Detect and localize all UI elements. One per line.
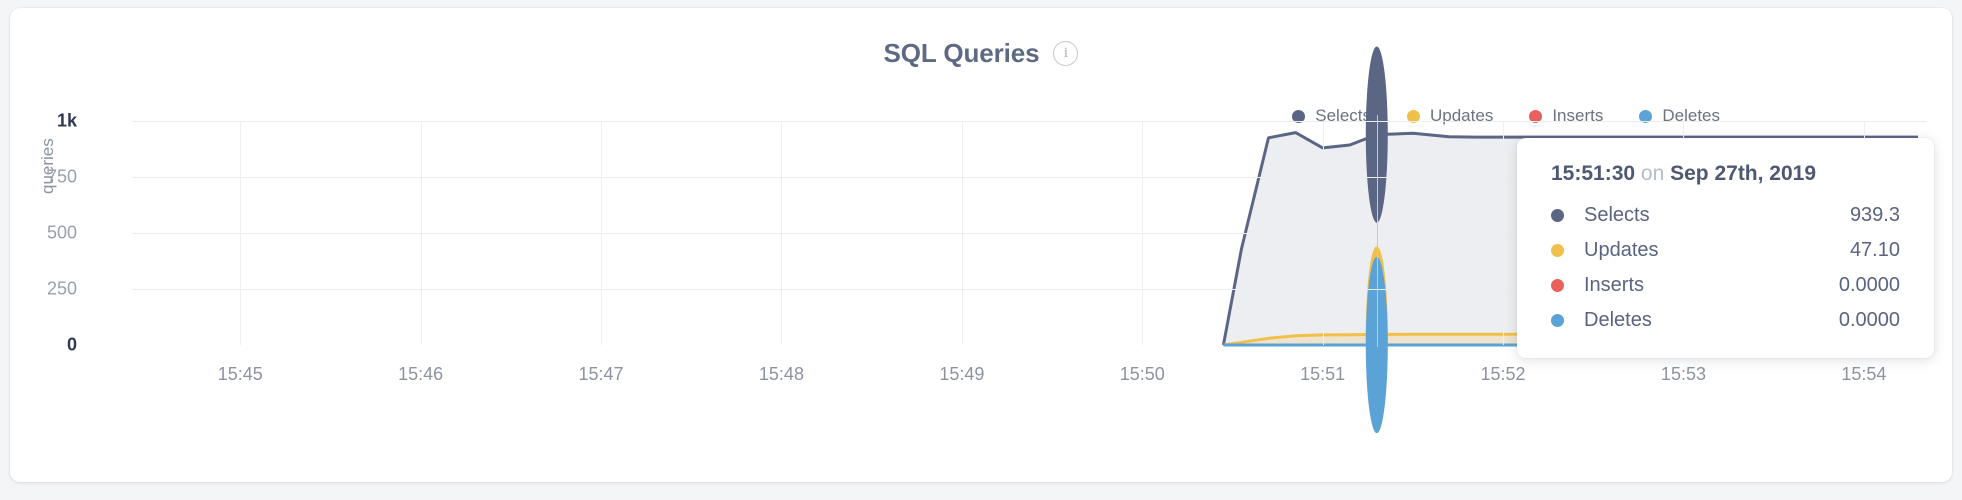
- page-title: SQL Queries: [883, 38, 1040, 68]
- legend-item-inserts[interactable]: Inserts: [1529, 106, 1603, 126]
- tooltip-row: Updates 47.10: [1551, 239, 1900, 262]
- tooltip-series-name: Updates: [1584, 239, 1659, 261]
- tooltip-series-name: Inserts: [1584, 274, 1645, 296]
- vertical-gridline: [1322, 121, 1324, 345]
- x-axis-tick-label: 15:48: [758, 364, 804, 384]
- x-axis-tick-label: 15:49: [939, 364, 985, 384]
- y-axis-tick-label: 0: [66, 334, 77, 355]
- tooltip-on-word: on: [1640, 162, 1665, 185]
- x-axis-tick-label: 15:54: [1841, 364, 1887, 384]
- hover-crosshair-line: [1376, 115, 1378, 347]
- tooltip-row: Deletes 0.0000: [1551, 309, 1900, 332]
- tooltip-row: Inserts 0.0000: [1551, 274, 1900, 297]
- horizontal-gridline: [132, 233, 1927, 234]
- tooltip-series-dot: [1551, 314, 1564, 327]
- vertical-gridline: [1142, 121, 1144, 345]
- x-axis-tick-label: 15:47: [578, 364, 624, 384]
- horizontal-gridline: [132, 177, 1927, 178]
- legend-color-dot: [1292, 109, 1306, 123]
- tooltip-time: 15:51:30: [1551, 162, 1636, 185]
- x-axis-tick-label: 15:51: [1300, 364, 1346, 384]
- legend-item-selects[interactable]: Selects: [1292, 106, 1371, 126]
- chart-legend: Selects Updates Inserts Deletes: [1292, 106, 1720, 126]
- sql-queries-chart-card: SQL Queries i Selects Updates Inserts Delet…: [10, 8, 1952, 482]
- tooltip-series-value: 0.0000: [1838, 274, 1900, 296]
- vertical-gridline: [420, 121, 422, 345]
- tooltip-row: Selects 939.3: [1551, 204, 1900, 227]
- card-header: SQL Queries i: [10, 38, 1952, 69]
- vertical-gridline: [961, 121, 963, 345]
- x-axis-tick-label: 15:52: [1480, 364, 1526, 384]
- y-axis-tick-label: 250: [46, 278, 77, 299]
- horizontal-gridline: [132, 121, 1927, 122]
- y-axis-tick-label: 1k: [56, 110, 77, 131]
- info-icon[interactable]: i: [1053, 41, 1079, 66]
- legend-color-dot: [1529, 109, 1543, 123]
- vertical-gridline: [1503, 121, 1505, 345]
- legend-color-dot: [1407, 109, 1420, 123]
- tooltip-series-name: Deletes: [1584, 309, 1652, 331]
- y-axis-tick-label: 750: [46, 166, 77, 187]
- vertical-gridline: [781, 121, 783, 345]
- x-axis-tick-label: 15:46: [398, 364, 444, 384]
- legend-item-deletes[interactable]: Deletes: [1639, 106, 1720, 126]
- hover-tooltip: 15:51:30 on Sep 27th, 2019 Selects 939.3 U…: [1517, 138, 1934, 358]
- tooltip-series-value: 47.10: [1849, 239, 1900, 261]
- tooltip-series-dot: [1551, 209, 1564, 222]
- legend-item-label: Inserts: [1552, 106, 1604, 125]
- legend-item-label: Selects: [1315, 106, 1371, 125]
- tooltip-series-dot: [1551, 244, 1564, 257]
- x-axis-tick-label: 15:45: [217, 364, 263, 384]
- legend-item-label: Updates: [1430, 106, 1494, 125]
- vertical-gridline: [601, 121, 603, 345]
- vertical-gridline: [240, 121, 242, 345]
- legend-item-label: Deletes: [1662, 106, 1720, 125]
- tooltip-timestamp: 15:51:30 on Sep 27th, 2019: [1551, 162, 1900, 186]
- tooltip-series-name: Selects: [1584, 204, 1650, 226]
- horizontal-gridline: [132, 289, 1927, 290]
- tooltip-series-value: 939.3: [1849, 204, 1900, 226]
- legend-color-dot: [1639, 109, 1653, 123]
- series-line-selects: [1223, 133, 1918, 345]
- legend-item-updates[interactable]: Updates: [1407, 106, 1493, 126]
- y-axis-tick-label: 500: [46, 222, 77, 243]
- tooltip-series-value: 0.0000: [1838, 309, 1900, 331]
- tooltip-rows: Selects 939.3 Updates 47.10 Inserts 0.0000 Del…: [1551, 204, 1900, 332]
- x-axis-tick-label: 15:50: [1119, 364, 1165, 384]
- x-axis-tick-label: 15:53: [1660, 364, 1706, 384]
- tooltip-date: Sep 27th, 2019: [1670, 162, 1817, 185]
- tooltip-series-dot: [1551, 279, 1564, 292]
